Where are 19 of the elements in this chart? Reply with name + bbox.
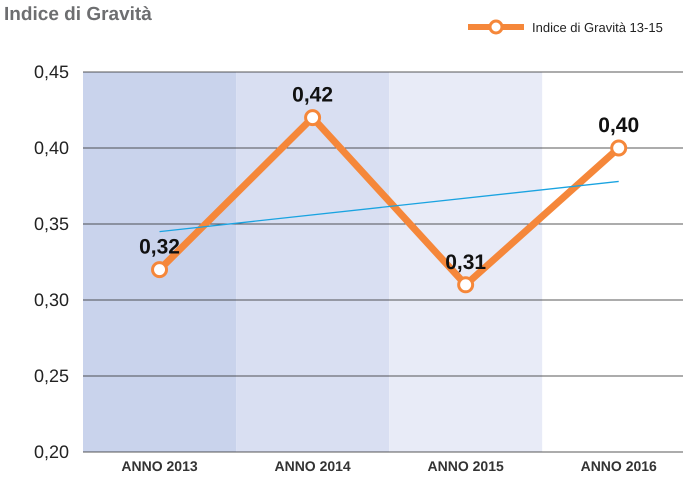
legend-label: Indice di Gravità 13-15	[532, 20, 663, 35]
text: 0,32	[139, 236, 180, 259]
point	[304, 109, 322, 126]
point	[151, 261, 168, 278]
chart-title: Indice di Gravità	[4, 4, 152, 25]
text: 0,40	[598, 114, 640, 137]
y-tick-label: 0,20	[34, 442, 69, 462]
text: 0,42	[292, 84, 334, 107]
x-tick-label: ANNO 2015	[428, 458, 504, 474]
y-tick-label: 0,35	[34, 214, 69, 234]
point	[610, 140, 628, 156]
x-tick-label: ANNO 2013	[121, 458, 198, 474]
point	[457, 276, 474, 294]
y-tick-label: 0,30	[34, 290, 69, 310]
x-tick-label: ANNO 2016	[580, 458, 658, 474]
x-tick-label: ANNO 2014	[274, 458, 351, 474]
y-tick-label: 0,25	[34, 366, 69, 386]
y-tick-label: 0,45	[34, 62, 69, 82]
y-tick-label: 0,40	[34, 138, 69, 158]
